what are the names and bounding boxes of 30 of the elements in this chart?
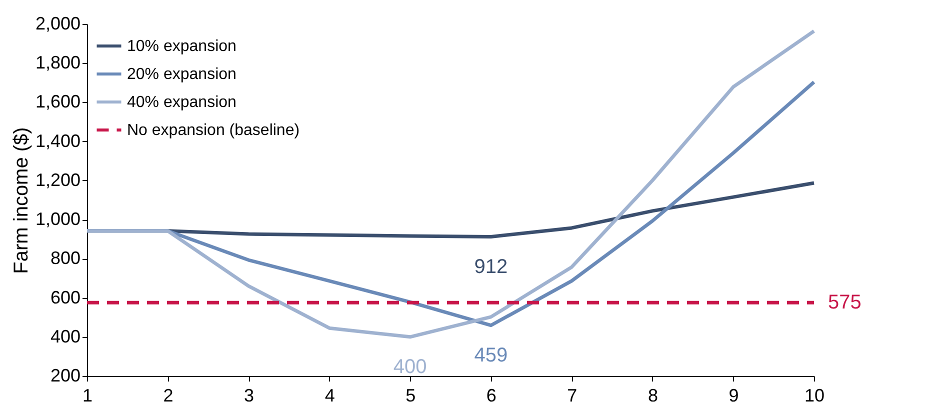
y-tick-label: 1,200 xyxy=(35,170,80,190)
y-tick-label: 600 xyxy=(50,287,80,308)
y-tick-label: 2,000 xyxy=(35,14,80,34)
y-tick-label: 200 xyxy=(50,366,80,386)
x-tick-label: 8 xyxy=(648,386,658,406)
x-tick-label: 10 xyxy=(804,386,825,406)
x-tick-label: 4 xyxy=(324,386,335,406)
x-tick-label: 5 xyxy=(406,386,416,406)
line-series xyxy=(85,29,816,339)
y-tick-label: 1,600 xyxy=(35,92,80,112)
annotation: 400 xyxy=(393,356,427,378)
x-tick-label: 7 xyxy=(567,386,578,406)
y-tick-label: 1,000 xyxy=(35,209,80,230)
x-tick-label: 2 xyxy=(163,386,174,406)
y-tick-label: 1,800 xyxy=(35,52,80,73)
x-tick-label: 3 xyxy=(244,386,254,406)
annotation: 459 xyxy=(474,344,508,366)
y-tick-label: 400 xyxy=(50,326,80,346)
x-tick-label: 9 xyxy=(728,386,739,406)
legend-label: 40% expansion xyxy=(127,94,236,111)
y-axis-title: Farm income ($) xyxy=(10,127,32,274)
x-tick-label: 6 xyxy=(486,386,496,406)
y-tick-label: 800 xyxy=(50,248,80,268)
legend-label: No expansion (baseline) xyxy=(127,122,300,139)
y-tick-label: 1,400 xyxy=(35,130,80,151)
annotation: 912 xyxy=(474,256,508,278)
legend-label: 10% expansion xyxy=(127,38,236,55)
annotation: 575 xyxy=(828,292,862,314)
legend-label: 20% expansion xyxy=(127,66,236,83)
x-tick-label: 1 xyxy=(82,386,93,406)
